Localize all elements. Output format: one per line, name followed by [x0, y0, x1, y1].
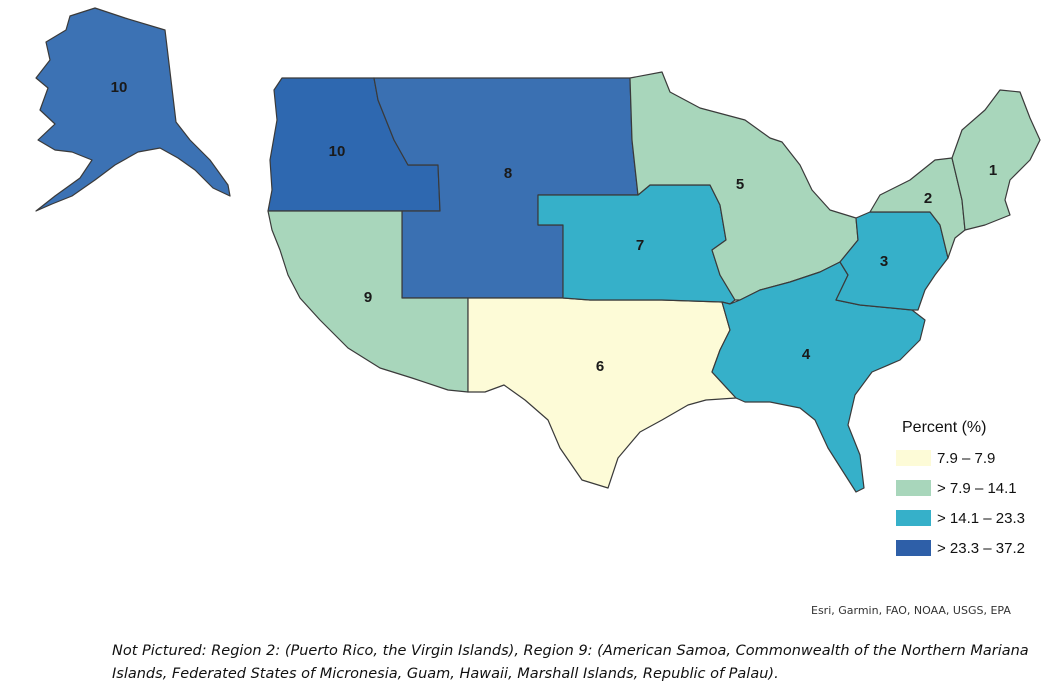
region-label-alaska: 10 — [111, 79, 128, 96]
legend-item: 7.9 – 7.9 — [896, 447, 1046, 469]
legend-label: > 23.3 – 37.2 — [937, 539, 1025, 557]
legend: Percent (%) 7.9 – 7.9 > 7.9 – 14.1 > 14.… — [896, 419, 1046, 567]
region-label-4: 4 — [802, 346, 811, 363]
legend-swatch — [896, 480, 931, 496]
region-label-5: 5 — [736, 176, 744, 193]
region-label-8: 8 — [504, 165, 512, 182]
legend-label: > 7.9 – 14.1 — [937, 479, 1017, 497]
region-9[interactable] — [267, 210, 469, 393]
legend-item: > 14.1 – 23.3 — [896, 507, 1046, 529]
legend-item: > 23.3 – 37.2 — [896, 537, 1046, 559]
region-map: 10 10 8 9 6 7 5 4 3 2 1 — [35, 7, 1041, 493]
region-label-3: 3 — [880, 253, 888, 270]
region-label-2: 2 — [924, 190, 932, 207]
legend-label: 7.9 – 7.9 — [937, 449, 996, 467]
map-attribution: Esri, Garmin, FAO, NOAA, USGS, EPA — [811, 604, 1011, 617]
legend-item: > 7.9 – 14.1 — [896, 477, 1046, 499]
region-1[interactable] — [951, 89, 1041, 231]
region-label-10: 10 — [329, 143, 346, 160]
legend-title: Percent (%) — [902, 419, 987, 436]
region-label-6: 6 — [596, 358, 604, 375]
region-10-alaska[interactable] — [35, 7, 231, 212]
region-label-9: 9 — [364, 289, 372, 306]
region-label-1: 1 — [989, 162, 997, 179]
region-label-7: 7 — [636, 237, 644, 254]
legend-swatch — [896, 510, 931, 526]
region-6[interactable] — [467, 297, 737, 489]
not-pictured-note: Not Pictured: Region 2: (Puerto Rico, th… — [112, 643, 1029, 682]
legend-label: > 14.1 – 23.3 — [937, 509, 1025, 527]
legend-swatch — [896, 450, 931, 466]
legend-swatch — [896, 540, 931, 556]
